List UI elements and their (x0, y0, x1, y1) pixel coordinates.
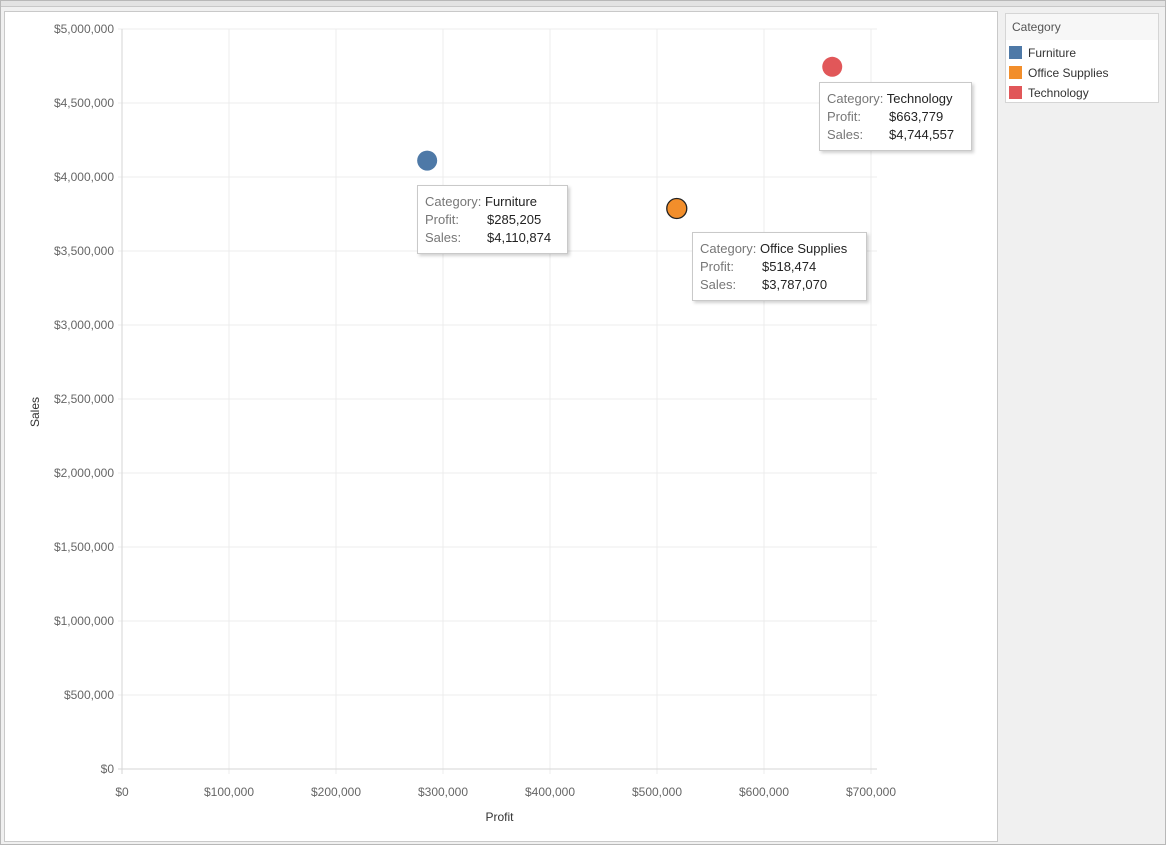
legend-item-office-supplies[interactable]: Office Supplies (1009, 64, 1155, 82)
y-tick-label: $3,000,000 (54, 318, 114, 332)
x-tick-label: $300,000 (418, 785, 468, 799)
legend-item-technology[interactable]: Technology (1009, 84, 1155, 102)
tooltip-category-value: Office Supplies (760, 241, 848, 256)
x-tick-label: $500,000 (632, 785, 682, 799)
tooltip-sales-key: Sales: (425, 230, 462, 245)
legend-pane (999, 8, 1165, 844)
y-tick-label: $2,500,000 (54, 392, 114, 406)
y-tick-label: $4,500,000 (54, 96, 114, 110)
tooltip-office-supplies: Category: Office Supplies Profit: $518,47… (692, 232, 867, 301)
tooltip-sales-key: Sales: (700, 277, 737, 292)
legend-title: Category (1012, 20, 1061, 34)
legend-swatch-furniture (1009, 46, 1022, 59)
tooltip-profit-key: Profit: (425, 212, 459, 227)
tooltip-profit-value: $518,474 (762, 259, 817, 274)
y-tick-label: $2,000,000 (54, 466, 114, 480)
tooltip-furniture: Category: Furniture Profit: $285,205 Sale… (417, 185, 568, 254)
x-tick-label: $200,000 (311, 785, 361, 799)
legend-header (1006, 14, 1158, 40)
tooltip-technology: Category: Technology Profit: $663,779 Sal… (819, 82, 972, 151)
tooltip-category-key: Category: (700, 241, 757, 256)
y-axis-title: Sales (28, 397, 42, 427)
data-point-office-supplies (666, 197, 688, 220)
y-tick-label: $500,000 (64, 688, 114, 702)
x-axis-title: Profit (485, 810, 514, 824)
legend-label-technology: Technology (1028, 86, 1089, 100)
y-tick-label: $4,000,000 (54, 170, 114, 184)
legend-swatch-technology (1009, 86, 1022, 99)
tooltip-category-key: Category: (425, 194, 482, 209)
y-tick-label: $5,000,000 (54, 22, 114, 36)
tooltip-profit-key: Profit: (700, 259, 734, 274)
x-tick-label: $400,000 (525, 785, 575, 799)
scatter-plot: $0 $100,000 $200,000 $300,000 $400,000 $500,0… (28, 22, 896, 824)
tooltip-profit-value: $285,205 (487, 212, 542, 227)
y-tick-label: $1,000,000 (54, 614, 114, 628)
tooltip-sales-key: Sales: (827, 127, 864, 142)
category-legend: Category Furniture Office Supplies Techn… (1005, 13, 1159, 103)
data-point-technology (822, 56, 843, 77)
tooltip-sales-value: $4,744,557 (889, 127, 955, 142)
legend-item-furniture[interactable]: Furniture (1009, 44, 1155, 62)
tooltip-sales-value: $3,787,070 (762, 277, 828, 292)
x-tick-label: $600,000 (739, 785, 789, 799)
tooltip-sales-value: $4,110,874 (487, 230, 552, 245)
y-tick-label: $0 (101, 762, 115, 776)
y-tick-label: $3,500,000 (54, 244, 114, 258)
y-tick-label: $1,500,000 (54, 540, 114, 554)
tooltip-category-value: Furniture (485, 194, 538, 209)
data-point-furniture (417, 150, 438, 171)
legend-label-office-supplies: Office Supplies (1028, 66, 1109, 80)
tooltip-profit-key: Profit: (827, 109, 861, 124)
x-tick-label: $100,000 (204, 785, 254, 799)
tooltip-profit-value: $663,779 (889, 109, 944, 124)
legend-label-furniture: Furniture (1028, 46, 1077, 60)
x-tick-label: $700,000 (846, 785, 896, 799)
tooltip-category-key: Category: (827, 91, 884, 106)
tooltip-category-value: Technology (886, 91, 953, 106)
x-tick-label: $0 (115, 785, 129, 799)
legend-swatch-office-supplies (1009, 66, 1022, 79)
top-border-strip (1, 1, 1165, 7)
